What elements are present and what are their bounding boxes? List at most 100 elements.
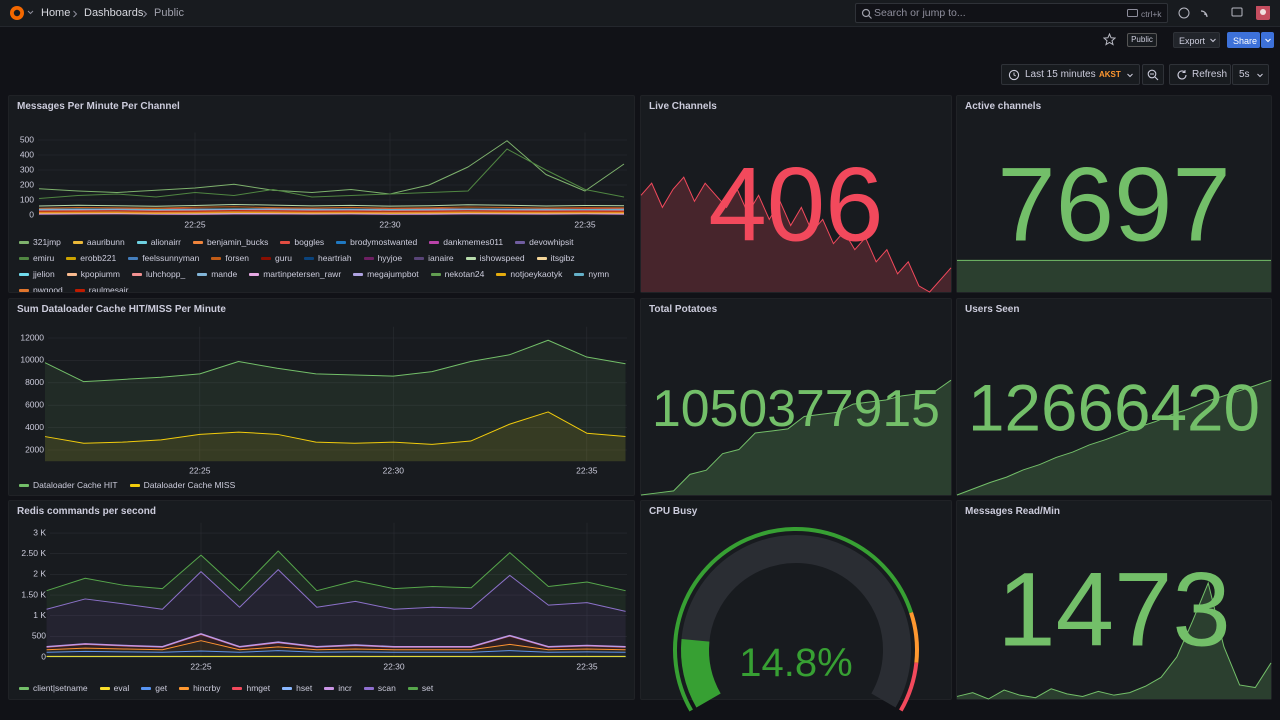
share-menu-button[interactable] (1261, 32, 1274, 48)
legend-item: hincrby (179, 678, 220, 699)
legend-label: Dataloader Cache MISS (143, 479, 236, 490)
legend-swatch (19, 241, 29, 244)
legend-swatch (19, 257, 29, 260)
panel-title: Messages Read/Min (965, 506, 1061, 517)
export-button[interactable]: Export (1173, 32, 1220, 48)
legend-label: Dataloader Cache HIT (33, 479, 118, 490)
legend-label: erobb221 (80, 253, 117, 263)
panel: Live Channels (640, 95, 952, 293)
legend-label: notjoeykaotyk (510, 269, 563, 279)
legend-label: eval (113, 683, 130, 693)
legend-swatch (197, 273, 208, 276)
grafana-logo[interactable] (8, 4, 34, 22)
legend-item: forsen (211, 252, 249, 265)
top-nav: Home Dashboards Public Search or jump to… (0, 0, 1280, 27)
chevron (1210, 38, 1216, 43)
legend-item: 321jmp (19, 236, 61, 249)
legend-label: mande (211, 269, 238, 279)
legend-item: erobb221 (66, 252, 116, 265)
nav-icons[interactable] (1178, 6, 1270, 22)
legend-label: hmget (246, 683, 271, 693)
breadcrumb[interactable]: Home (41, 7, 71, 19)
legend-swatch (131, 273, 142, 276)
refresh-button[interactable]: Refresh (1169, 64, 1231, 85)
legend-swatch (179, 687, 190, 690)
refresh-icon (1177, 70, 1187, 80)
time-range-picker[interactable]: Last 15 minutes AKST (1001, 64, 1140, 85)
legend-item: brodymostwanted (336, 236, 417, 249)
legend-label: incr (338, 683, 352, 693)
panel-title: Sum Dataloader Cache HIT/MISS Per Minute (17, 304, 226, 315)
share-label: Share (1233, 36, 1258, 46)
breadcrumb-separator (143, 10, 148, 18)
legend-swatch (574, 273, 585, 276)
legend-label: benjamin_bucks (206, 237, 269, 247)
legend-item: heartriah (304, 252, 352, 265)
legend-swatch (304, 257, 314, 260)
zoom-out-button[interactable] (1142, 64, 1164, 85)
search-box[interactable]: Search or jump to... ctrl+k (855, 3, 1168, 23)
legend-item: hyyjoe (363, 252, 403, 265)
search-icon (861, 8, 872, 19)
legend-item: emiru (19, 252, 54, 265)
legend-item: set (407, 678, 434, 699)
star-icon[interactable] (1103, 33, 1116, 46)
legend-swatch (353, 273, 364, 276)
legend-swatch (282, 687, 293, 690)
legend-label: scan (377, 683, 396, 693)
legend-swatch (66, 257, 77, 260)
legend-swatch (536, 257, 547, 260)
chevron (1265, 38, 1271, 43)
legend-swatch (414, 257, 425, 260)
legend-label: ianaire (428, 253, 454, 263)
legend-label: get (155, 683, 168, 693)
legend-swatch (72, 241, 83, 244)
legend-label: jjelion (33, 269, 55, 279)
legend-swatch (465, 257, 476, 260)
legend-label: itsgibz (550, 253, 575, 263)
legend-swatch (232, 687, 243, 690)
legend-label: emiru (33, 253, 55, 263)
legend-item: incr (324, 678, 352, 699)
legend-label: 321jmp (33, 237, 61, 247)
legend-item: itsgibz (536, 252, 575, 265)
search-placeholder: Search or jump to... (874, 7, 966, 19)
legend-label: kpopiumm (80, 269, 120, 279)
legend-swatch (128, 257, 139, 260)
panel-title: CPU Busy (649, 506, 698, 517)
public-tag: Public (1127, 33, 1157, 47)
legend-label: client|setname (33, 683, 88, 693)
legend-swatch (363, 687, 374, 690)
legend-swatch (429, 241, 440, 244)
legend-label: pwgood (33, 285, 63, 292)
legend-label: boggles (294, 237, 325, 247)
share-button[interactable]: Share (1227, 32, 1260, 48)
legend-item: raulmesajr (74, 284, 129, 292)
legend-swatch (407, 687, 418, 690)
legend-label: raulmesajr (88, 285, 129, 292)
legend-item: hmget (232, 678, 270, 699)
legend-item: Dataloader Cache HIT (19, 475, 118, 495)
panel-title: Total Potatoes (649, 304, 718, 315)
legend-item: nekotan24 (430, 268, 484, 281)
panel-title: Active channels (965, 101, 1042, 112)
legend-item: megajumpbot (353, 268, 419, 281)
legend-swatch (211, 257, 222, 260)
legend-label: aauribunn (86, 237, 125, 247)
legend-label: forsen (225, 253, 249, 263)
panel: Messages Per Minute Per Channel 321jmp aau… (8, 95, 635, 293)
legend-swatch (136, 241, 147, 244)
refresh-label: Refresh (1192, 69, 1228, 80)
legend-swatch (260, 257, 271, 260)
legend-item: pwgood (19, 284, 63, 292)
breadcrumb[interactable]: Dashboards (84, 7, 144, 19)
refresh-interval: 5s (1239, 69, 1250, 80)
legend-label: set (421, 683, 434, 693)
legend-label: guru (274, 253, 292, 263)
legend-swatch (192, 241, 203, 244)
legend-item: notjoeykaotyk (496, 268, 562, 281)
refresh-interval-picker[interactable]: 5s (1232, 64, 1269, 85)
legend-label: hyyjoe (377, 253, 403, 263)
legend: Dataloader Cache HIT Dataloader Cache MIS… (19, 475, 616, 495)
legend-label: megajumpbot (367, 269, 419, 279)
